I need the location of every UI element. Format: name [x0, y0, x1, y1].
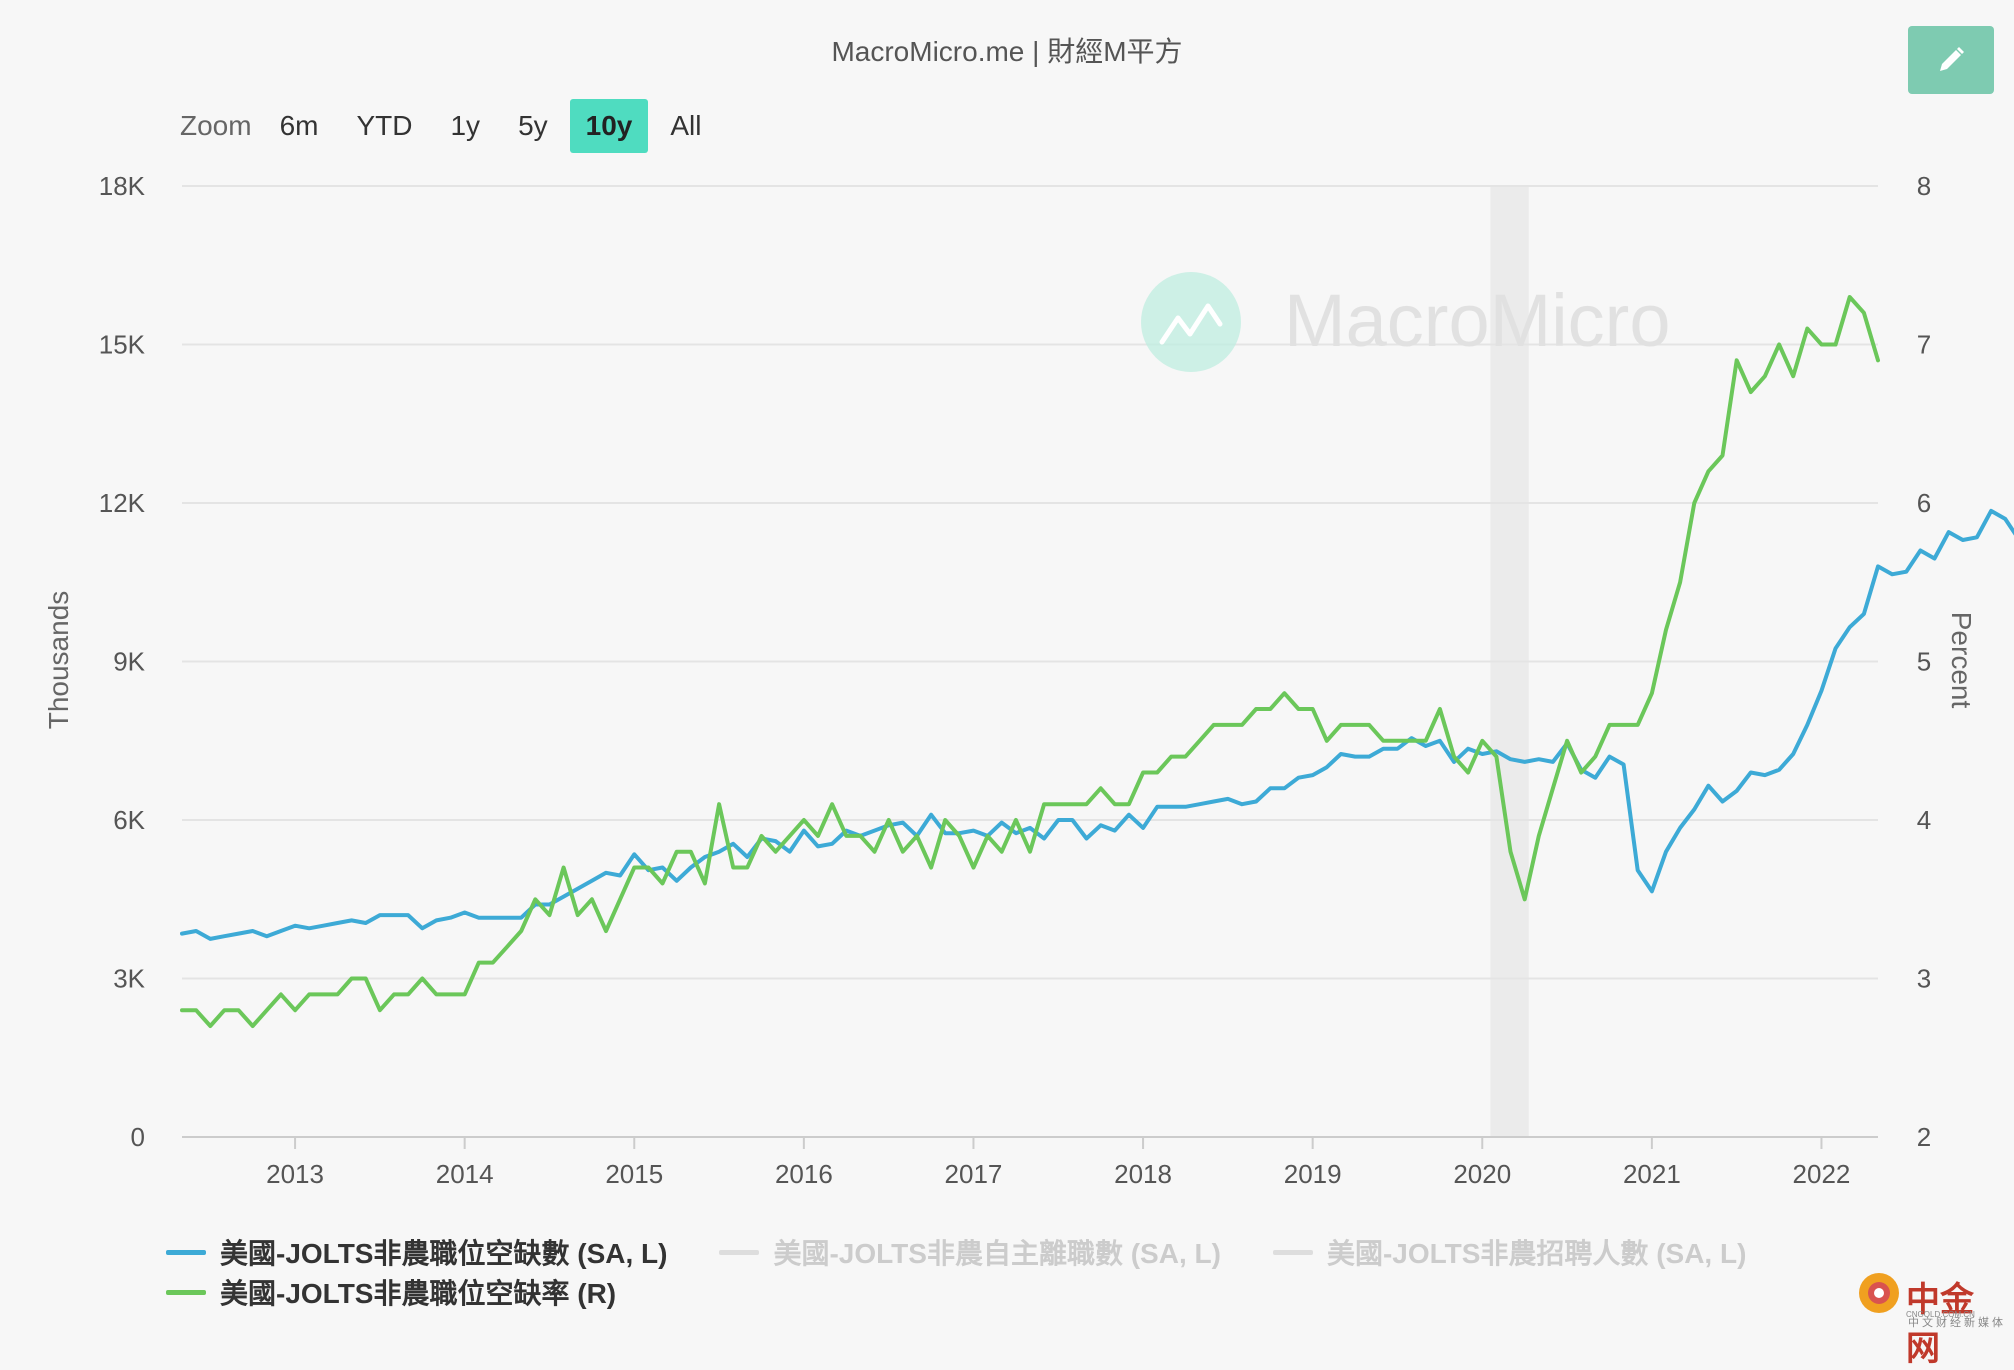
- y-right-tick-label: 4: [1917, 805, 1931, 835]
- x-tick-label: 2015: [605, 1159, 663, 1189]
- x-tick-label: 2013: [266, 1159, 324, 1189]
- y-left-tick-label: 15K: [99, 330, 146, 360]
- x-tick-label: 2014: [436, 1159, 494, 1189]
- legend-label-rate: 美國-JOLTS非農職位空缺率 (R): [220, 1278, 617, 1309]
- y-left-tick-label: 0: [131, 1122, 145, 1152]
- y-right-tick-label: 6: [1917, 488, 1931, 518]
- legend-item-openings[interactable]: 美國-JOLTS非農職位空缺數 (SA, L): [166, 1232, 667, 1272]
- grid-layer: [182, 185, 1878, 1138]
- legend-swatch-hires: [1272, 1249, 1313, 1255]
- chart: MacroMicro 0 2 3K 3 6K 4 9K 5 12K 6 15K 7 18K 8 2013 20…: [43, 171, 2014, 1189]
- pencil-icon: [1940, 47, 1964, 71]
- x-tick-label: 2017: [945, 1159, 1003, 1189]
- logo-url: CNGOLD.COM.CN: [1906, 1310, 1975, 1319]
- legend-label-hires: 美國-JOLTS非農招聘人數 (SA, L): [1326, 1238, 1747, 1269]
- y-left-tick-label: 6K: [113, 805, 145, 835]
- legend-swatch-rate: [166, 1289, 206, 1295]
- y-right-tick-label: 2: [1917, 1122, 1931, 1152]
- legend-label-quits: 美國-JOLTS非農自主離職數 (SA, L): [773, 1238, 1221, 1269]
- x-tick-label: 2019: [1284, 1159, 1342, 1189]
- zoom-1y-button[interactable]: 1y: [450, 110, 481, 141]
- page-title: MacroMicro.me | 財經M平方: [831, 36, 1183, 67]
- legend-item-hires[interactable]: 美國-JOLTS非農招聘人數 (SA, L): [1272, 1232, 1747, 1272]
- y-right-tick-label: 7: [1917, 330, 1931, 360]
- legend-item-rate[interactable]: 美國-JOLTS非農職位空缺率 (R): [166, 1272, 616, 1312]
- zoom-bar: Zoom 6m YTD 1y 5y 10y All: [180, 98, 723, 154]
- watermark-text: MacroMicro: [1284, 279, 1670, 362]
- cngold-logo-icon: [1859, 1273, 1899, 1313]
- legend-swatch-openings: [166, 1249, 206, 1255]
- y-right-tick-label: 3: [1917, 964, 1931, 994]
- y-right-axis-title: Percent: [1946, 612, 1977, 709]
- y-right-tick-label: 8: [1917, 171, 1931, 201]
- logo-subtitle: 中文财经新媒体: [1908, 1317, 2006, 1329]
- series-line-rate: [180, 295, 1880, 1028]
- y-left-tick-label: 18K: [99, 171, 146, 201]
- x-tick-label: 2016: [775, 1159, 833, 1189]
- x-tick-label: 2021: [1623, 1159, 1681, 1189]
- watermark-chart-icon: [1159, 303, 1223, 345]
- x-tick-label: 2018: [1114, 1159, 1172, 1189]
- footer-logo: 中金网 CNGOLD.COM.CN 中文财经新媒体: [1856, 1270, 2006, 1369]
- zoom-5y-button[interactable]: 5y: [518, 110, 548, 141]
- zoom-label: Zoom: [180, 110, 252, 141]
- watermark-logo-icon: [1141, 272, 1241, 372]
- legend-label-openings: 美國-JOLTS非農職位空缺數 (SA, L): [220, 1238, 668, 1269]
- legend-item-quits[interactable]: 美國-JOLTS非農自主離職數 (SA, L): [719, 1232, 1221, 1272]
- y-right-tick-label: 5: [1917, 647, 1931, 677]
- y-left-tick-label: 3K: [113, 964, 145, 994]
- x-tick-label: 2022: [1793, 1159, 1851, 1189]
- series-layer: [180, 295, 2014, 1028]
- edit-button[interactable]: [1908, 26, 1994, 94]
- legend-swatch-quits: [719, 1249, 760, 1255]
- watermark: MacroMicro: [1141, 272, 1670, 372]
- zoom-all-button[interactable]: All: [670, 110, 702, 141]
- zoom-10y-button[interactable]: 10y: [569, 99, 649, 153]
- x-tick-label: 2020: [1453, 1159, 1511, 1189]
- y-left-tick-label: 9K: [113, 647, 145, 677]
- y-left-axis-title: Thousands: [43, 591, 74, 730]
- zoom-6m-button[interactable]: 6m: [279, 110, 319, 141]
- zoom-ytd-button[interactable]: YTD: [356, 110, 413, 141]
- legend: 美國-JOLTS非農職位空缺數 (SA, L) 美國-JOLTS非農自主離職數 …: [166, 1232, 1866, 1312]
- axes-layer: 0 2 3K 3 6K 4 9K 5 12K 6 15K 7 18K 8 2013 2014 2015 2016 2…: [99, 171, 1932, 1189]
- y-left-tick-label: 12K: [99, 488, 146, 518]
- series-line-openings: [180, 508, 2014, 941]
